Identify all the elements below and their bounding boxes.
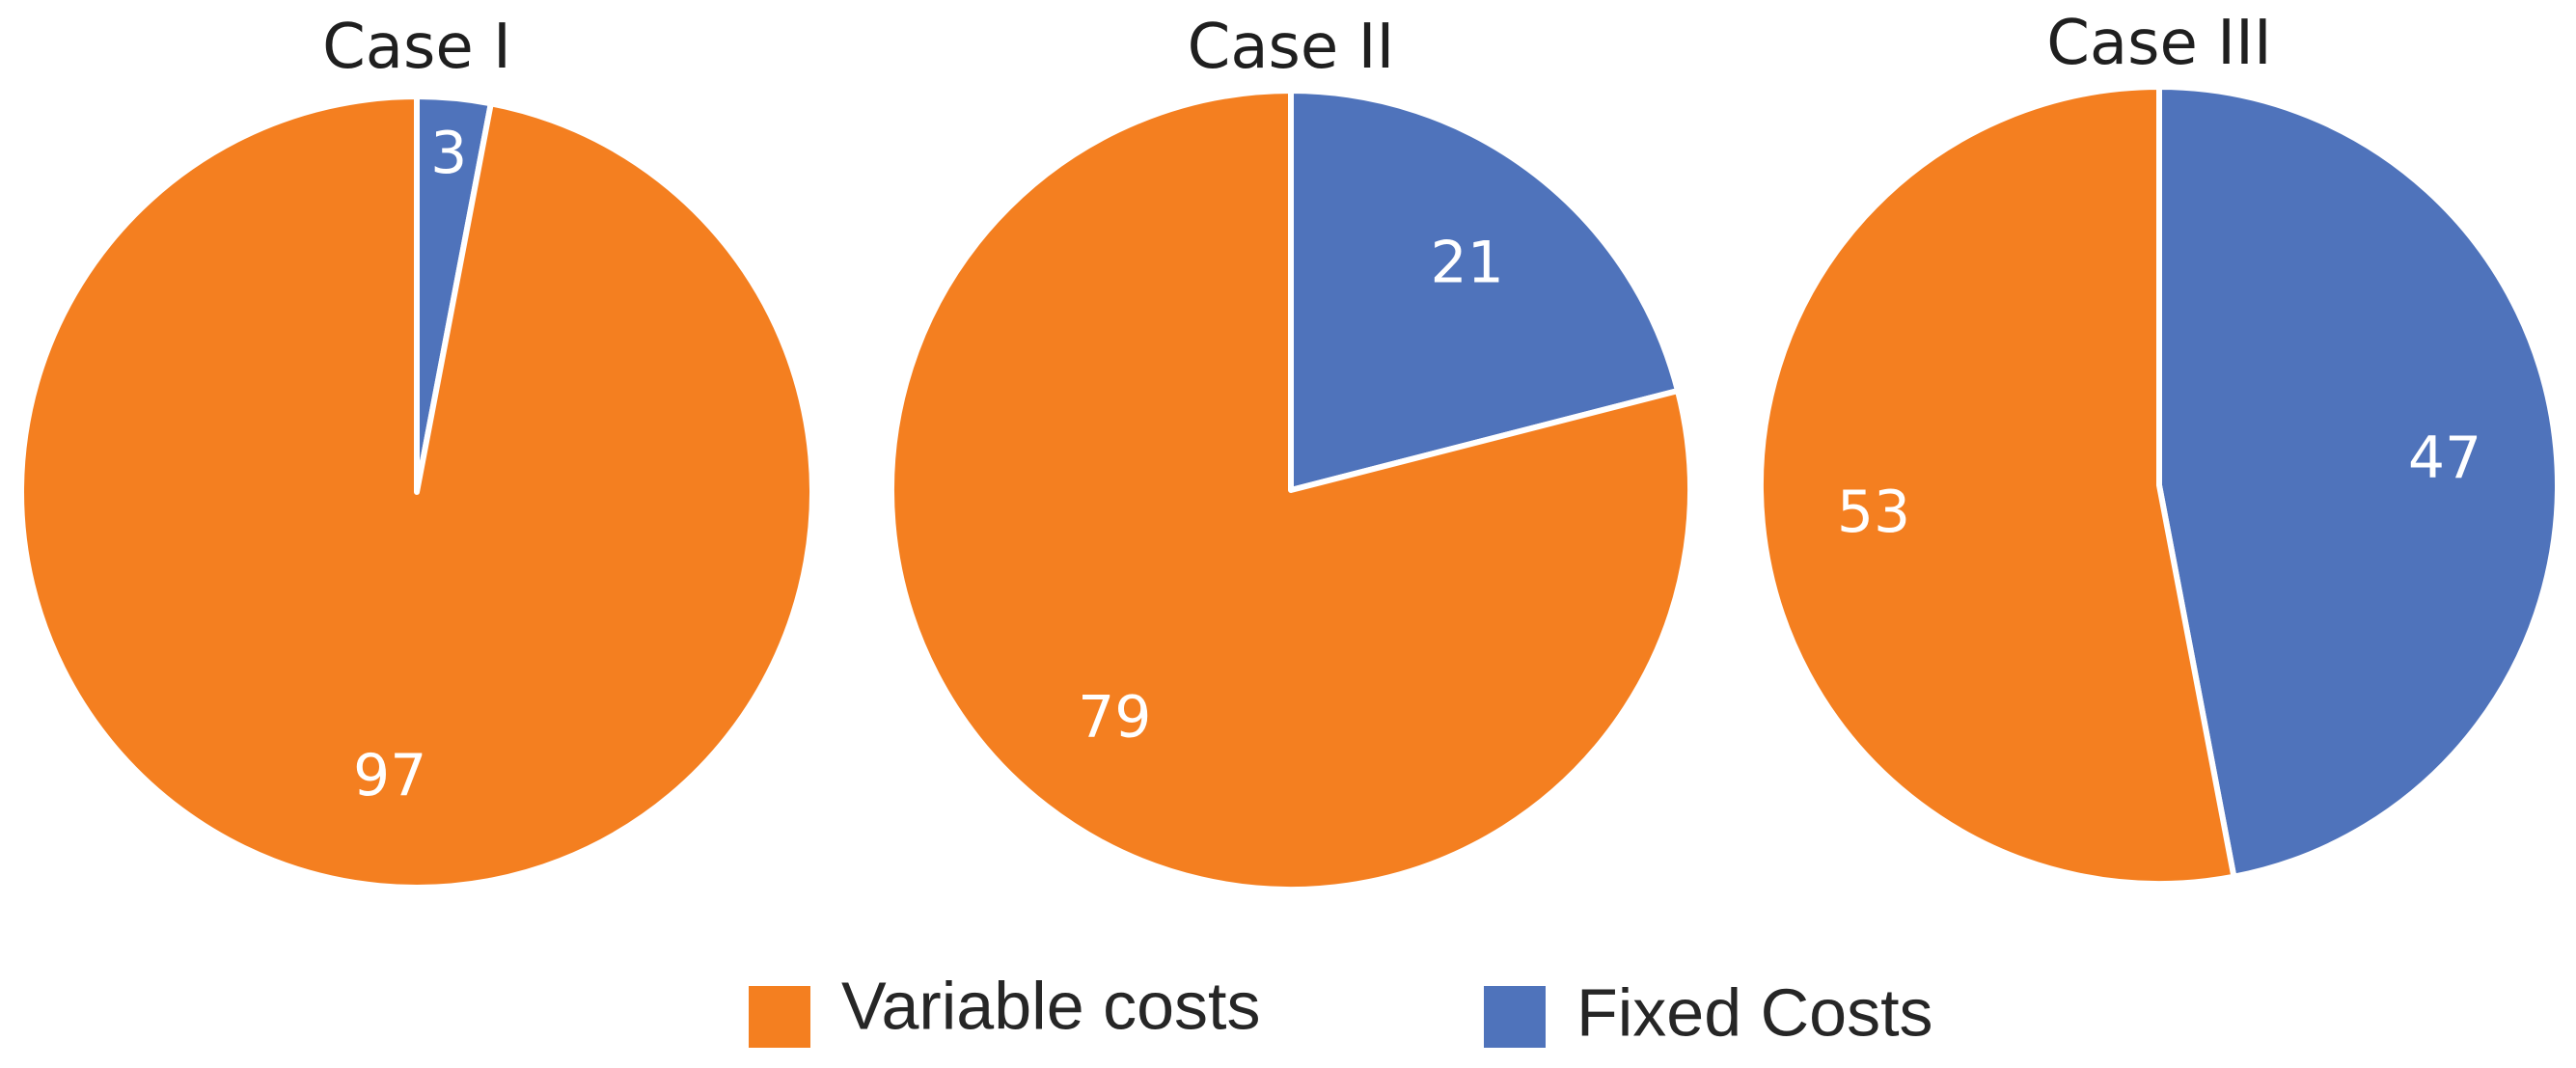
slice-variable-costs bbox=[889, 88, 1693, 892]
pie-case-ii: 21 79 Case II bbox=[889, 12, 1693, 892]
slice-variable-costs bbox=[1758, 84, 2237, 887]
data-label-variable-costs: 79 bbox=[1078, 684, 1151, 752]
slice-fixed-costs bbox=[1288, 88, 1681, 493]
chart-title: Case III bbox=[2046, 8, 2272, 79]
data-label-fixed-costs: 47 bbox=[2408, 424, 2481, 492]
legend-item-fixed-costs: Fixed Costs bbox=[1484, 974, 1933, 1050]
legend-label: Fixed Costs bbox=[1576, 974, 1933, 1050]
data-label-variable-costs: 97 bbox=[353, 742, 426, 809]
data-label-fixed-costs: 3 bbox=[430, 120, 467, 187]
legend-swatch bbox=[1484, 986, 1546, 1048]
legend-item-variable-costs: Variable costs bbox=[749, 968, 1260, 1048]
slice-fixed-costs bbox=[2156, 84, 2561, 880]
chart-title: Case II bbox=[1188, 12, 1395, 83]
data-label-variable-costs: 53 bbox=[1837, 479, 1910, 546]
data-label-fixed-costs: 21 bbox=[1431, 230, 1504, 297]
slice-variable-costs bbox=[18, 94, 816, 890]
legend-label: Variable costs bbox=[841, 968, 1260, 1043]
pie-case-i: 3 97 Case I bbox=[18, 12, 816, 890]
legend: Variable costs Fixed Costs bbox=[749, 968, 1933, 1050]
chart-title: Case I bbox=[322, 12, 511, 83]
legend-swatch bbox=[749, 986, 810, 1048]
pie-case-iii: 47 53 Case III bbox=[1758, 8, 2561, 887]
